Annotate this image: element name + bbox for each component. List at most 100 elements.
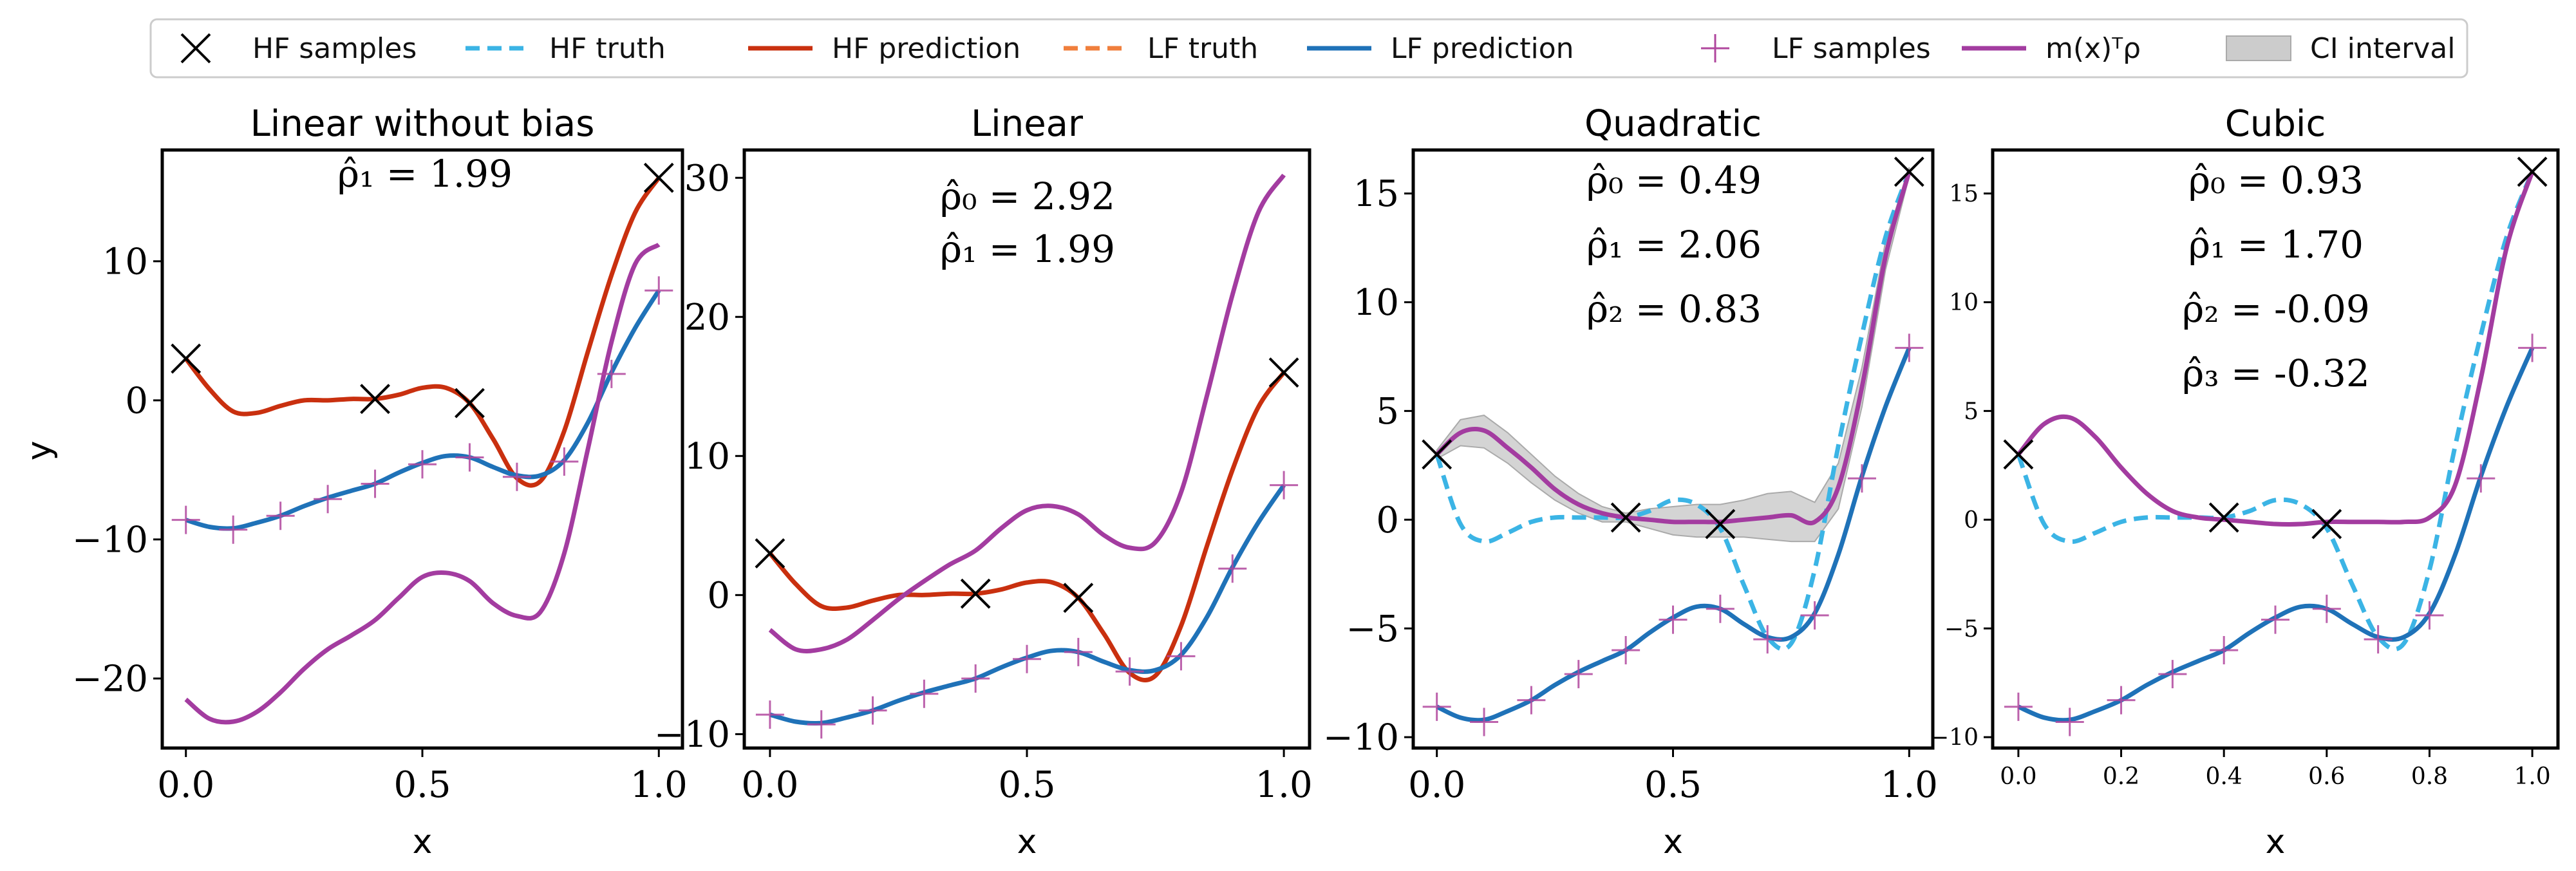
x-tick-label: 0.0 <box>2000 763 2036 790</box>
rho-annotation: ρ̂₀ = 0.49 <box>1586 158 1762 202</box>
lf-sample-point <box>2312 594 2341 623</box>
hf-sample-point <box>2208 502 2239 533</box>
m-rho-line <box>1435 171 1912 525</box>
rho-annotation: ρ̂₁ = 1.70 <box>2188 223 2364 267</box>
lf-sample-point <box>807 710 836 739</box>
lf-sample-point <box>1800 601 1829 630</box>
hf-prediction-line <box>183 176 661 488</box>
y-tick-label: −10 <box>1323 717 1399 759</box>
x-axis-label: x <box>2266 823 2286 861</box>
lf-sample-point <box>502 462 531 491</box>
chart-title: Cubic <box>2225 103 2326 145</box>
y-tick-label: 15 <box>1353 173 1399 215</box>
legend-item-lf-truth: LF truth <box>1064 32 1258 65</box>
legend-label: LF prediction <box>1391 32 1574 65</box>
lf-sample-point <box>1115 657 1144 686</box>
y-tick-label: 0 <box>707 575 730 617</box>
legend-label: m(x)ᵀρ <box>2045 32 2141 65</box>
axes-frame <box>1991 148 2560 750</box>
chart-panel-1: 0.0 0.5 1.0 −20 −10 0 10 Linear without bias x y ρ… <box>20 103 688 861</box>
y-tick-label: 5 <box>1376 391 1399 433</box>
lf-sample-point <box>1659 605 1688 634</box>
lf-sample-point <box>2518 333 2547 362</box>
lf-sample-point <box>2415 601 2444 630</box>
hf-truth-line <box>1434 171 1912 651</box>
x-tick-label: 0.2 <box>2103 763 2139 790</box>
lf-sample-point <box>1564 660 1593 689</box>
hf-prediction-line <box>768 371 1286 683</box>
lf-sample-point <box>550 447 579 476</box>
lf-sample-point <box>266 501 295 530</box>
x-tick-label: 0.0 <box>157 764 214 806</box>
y-tick-label: −5 <box>1346 608 1399 650</box>
lf-sample-point <box>408 450 437 479</box>
x-tick-label: 0.5 <box>998 764 1055 806</box>
y-tick-label: 30 <box>684 158 730 200</box>
hf-sample-point <box>1063 583 1094 613</box>
x-tick-label: 1.0 <box>1255 764 1313 806</box>
x-axis-label: x <box>1663 823 1683 861</box>
y-tick-label: 15 <box>1949 181 1979 207</box>
legend-label: CI interval <box>2310 32 2455 65</box>
x-axis-label: x <box>413 823 433 861</box>
hf-sample-point <box>455 388 485 418</box>
x-tick-label: 1.0 <box>1881 764 1938 806</box>
lf-sample-point <box>1706 594 1735 623</box>
lf-prediction-line <box>1436 347 1912 723</box>
plus-marker-icon <box>1701 34 1729 62</box>
lf-sample-point <box>858 696 887 725</box>
lf-sample-point <box>1895 333 1924 362</box>
hf-sample-point <box>360 384 390 415</box>
lf-sample-point <box>2158 660 2187 689</box>
x-tick-label: 0.8 <box>2411 763 2448 790</box>
hf-truth-line <box>2016 171 2535 651</box>
lf-sample-point <box>1218 554 1247 583</box>
plot-area <box>1422 156 1924 736</box>
legend-label: LF samples <box>1772 32 1931 65</box>
x-tick-label: 0.0 <box>1408 764 1465 806</box>
lf-sample-point <box>2210 635 2239 664</box>
lf-sample-point <box>961 664 990 693</box>
rho-annotation: ρ̂₁ = 1.99 <box>940 227 1115 271</box>
rho-annotation: ρ̂₃ = -0.32 <box>2182 351 2370 395</box>
lf-sample-point <box>1470 707 1499 736</box>
lf-prediction-line <box>769 483 1286 726</box>
lf-sample-point <box>2107 686 2136 715</box>
lf-sample-point <box>455 443 484 472</box>
lf-sample-point <box>1167 642 1196 671</box>
legend-item-hf-prediction: HF prediction <box>748 32 1020 65</box>
hf-sample-point <box>1705 509 1736 539</box>
y-tick-label: −10 <box>72 520 148 561</box>
y-tick-label: 10 <box>684 436 730 478</box>
plot-area <box>755 173 1299 739</box>
m-rho-line <box>184 242 661 725</box>
plot-area <box>2003 156 2548 736</box>
lf-sample-point <box>314 485 343 514</box>
lf-sample-point <box>171 505 200 534</box>
hf-sample-point <box>960 578 991 609</box>
lf-sample-point <box>219 515 248 544</box>
hf-sample-point <box>1268 357 1299 388</box>
y-tick-label: 20 <box>684 297 730 339</box>
lf-sample-point <box>755 700 784 729</box>
hf-sample-point <box>1422 439 1453 470</box>
legend-item-hf-truth: HF truth <box>465 32 666 65</box>
lf-prediction-line <box>185 289 661 531</box>
lf-sample-point <box>2467 464 2496 493</box>
rho-annotation: ρ̂₂ = 0.83 <box>1586 287 1762 331</box>
rho-annotation: ρ̂₁ = 1.99 <box>337 152 512 196</box>
y-tick-label: 5 <box>1964 398 1979 425</box>
x-tick-label: 0.4 <box>2206 763 2242 790</box>
lf-sample-point <box>1013 644 1041 673</box>
y-tick-label: 0 <box>1964 507 1979 534</box>
legend-item-ci: CI interval <box>2226 32 2455 65</box>
lf-sample-point <box>1422 692 1451 721</box>
hf-sample-point <box>643 162 674 193</box>
y-tick-label: −5 <box>1944 616 1979 642</box>
legend-item-m-rho: m(x)ᵀρ <box>1962 32 2141 65</box>
legend-item-lf-prediction: LF prediction <box>1307 32 1574 65</box>
x-tick-label: 0.0 <box>741 764 798 806</box>
lf-sample-point <box>2055 707 2084 736</box>
legend-label: HF prediction <box>832 32 1020 65</box>
